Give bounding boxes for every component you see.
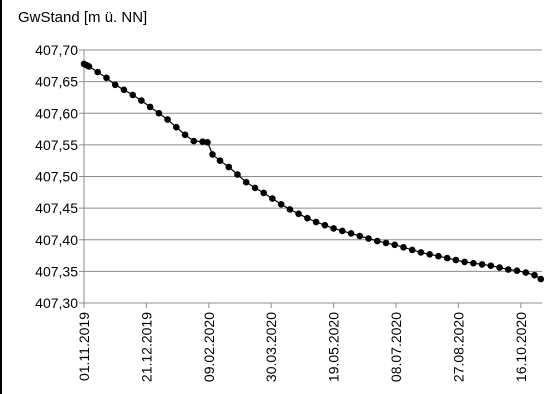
x-tick-label: 30.03.2020 <box>263 312 279 382</box>
data-point <box>286 206 294 213</box>
data-point <box>103 74 110 82</box>
data-point <box>173 123 180 131</box>
data-point <box>365 235 372 242</box>
y-tick-label: 407,45 <box>35 200 78 216</box>
x-tick-label: 01.11.2019 <box>76 312 92 381</box>
data-point <box>426 251 434 258</box>
data-point <box>391 241 399 249</box>
data-point <box>209 151 216 158</box>
data-point <box>478 261 486 268</box>
data-point <box>304 214 311 222</box>
y-tick-label: 407,40 <box>35 232 78 248</box>
data-point <box>242 178 250 186</box>
data-point <box>505 266 512 273</box>
data-point <box>400 244 407 251</box>
y-tick-label: 407,70 <box>35 42 78 58</box>
data-point <box>435 252 442 260</box>
data-point <box>487 262 495 270</box>
x-tick-label: 08.07.2020 <box>388 312 404 382</box>
data-point <box>382 239 390 247</box>
data-point <box>204 139 211 146</box>
data-point <box>470 259 477 267</box>
data-point <box>330 225 337 232</box>
data-point <box>347 230 355 237</box>
data-point <box>531 271 538 279</box>
y-tick-label: 407,30 <box>35 295 78 311</box>
data-points <box>80 60 545 283</box>
data-point <box>277 201 285 208</box>
frame-edge <box>0 0 2 394</box>
data-point <box>537 275 545 283</box>
data-point <box>199 138 206 145</box>
data-point <box>522 269 530 276</box>
data-point <box>408 246 416 254</box>
data-point <box>190 137 198 145</box>
data-point <box>417 249 425 256</box>
x-axis-ticks: 01.11.2019 21.12.2019 09.02.2020 30.03.2020… <box>76 303 529 382</box>
data-point <box>234 171 241 178</box>
data-point <box>120 86 128 94</box>
data-point <box>356 232 364 240</box>
data-point <box>461 258 468 266</box>
data-point <box>260 189 268 197</box>
gridlines <box>84 49 542 272</box>
data-point <box>216 157 224 164</box>
data-point <box>155 109 163 117</box>
data-point <box>452 256 460 264</box>
data-point <box>295 210 302 218</box>
x-tick-label: 16.10.2020 <box>513 312 529 382</box>
y-tick-label: 407,65 <box>35 74 78 90</box>
data-point <box>443 254 451 262</box>
y-tick-label: 407,50 <box>35 169 78 185</box>
data-point <box>269 195 276 202</box>
data-point <box>374 237 381 245</box>
data-point <box>339 227 346 235</box>
x-tick-label: 21.12.2019 <box>138 312 154 382</box>
data-point <box>225 163 233 171</box>
data-point <box>138 97 145 104</box>
y-axis-ticks: 407,30 407,35 407,40 407,45 407,50 407,55 407,… <box>35 42 84 311</box>
data-point <box>94 68 101 76</box>
data-point <box>85 63 93 70</box>
data-point <box>312 218 320 226</box>
data-point <box>496 264 503 271</box>
y-axis-title: GwStand [m ü. NN] <box>18 9 148 26</box>
data-point <box>513 267 521 275</box>
y-tick-label: 407,60 <box>35 105 78 121</box>
x-tick-label: 09.02.2020 <box>201 312 217 382</box>
data-point <box>164 116 171 123</box>
x-tick-label: 27.08.2020 <box>450 312 466 382</box>
data-point <box>111 81 119 89</box>
y-tick-label: 407,55 <box>35 137 78 153</box>
series-line <box>83 63 542 280</box>
data-point <box>129 91 136 99</box>
x-tick-label: 19.05.2020 <box>326 312 342 382</box>
data-point <box>321 221 329 229</box>
data-point <box>251 184 259 192</box>
data-point <box>181 131 189 139</box>
data-point <box>146 103 154 111</box>
y-tick-label: 407,35 <box>35 263 78 279</box>
